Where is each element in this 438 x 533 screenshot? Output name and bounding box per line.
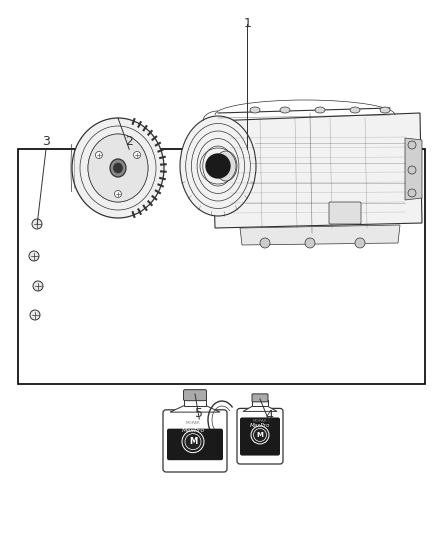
Bar bbox=[184, 399, 206, 406]
Text: M: M bbox=[189, 437, 197, 446]
Circle shape bbox=[32, 219, 42, 229]
Text: MaxPro: MaxPro bbox=[181, 427, 205, 433]
Circle shape bbox=[408, 141, 416, 149]
Circle shape bbox=[114, 190, 121, 198]
Text: MaxPro: MaxPro bbox=[250, 423, 270, 428]
Ellipse shape bbox=[72, 118, 164, 218]
Text: M: M bbox=[257, 432, 263, 438]
Circle shape bbox=[260, 238, 270, 248]
Circle shape bbox=[305, 238, 315, 248]
Circle shape bbox=[206, 154, 230, 178]
Ellipse shape bbox=[215, 151, 237, 181]
Text: 2: 2 bbox=[125, 135, 133, 148]
Circle shape bbox=[30, 310, 40, 320]
Circle shape bbox=[251, 426, 269, 444]
Circle shape bbox=[33, 281, 43, 291]
Text: MOPAR: MOPAR bbox=[253, 419, 267, 423]
Bar bbox=[18, 149, 425, 384]
Circle shape bbox=[95, 151, 102, 158]
Circle shape bbox=[355, 238, 365, 248]
Ellipse shape bbox=[380, 107, 390, 113]
FancyBboxPatch shape bbox=[329, 202, 361, 224]
Circle shape bbox=[408, 166, 416, 174]
Polygon shape bbox=[243, 407, 277, 411]
Circle shape bbox=[29, 251, 39, 261]
Ellipse shape bbox=[110, 159, 126, 177]
Circle shape bbox=[182, 431, 204, 453]
Circle shape bbox=[408, 189, 416, 197]
Polygon shape bbox=[240, 225, 400, 245]
Ellipse shape bbox=[88, 134, 148, 202]
FancyBboxPatch shape bbox=[163, 410, 227, 472]
Ellipse shape bbox=[250, 107, 260, 113]
Ellipse shape bbox=[350, 107, 360, 113]
Polygon shape bbox=[212, 113, 422, 228]
Circle shape bbox=[134, 151, 141, 158]
Ellipse shape bbox=[113, 163, 123, 173]
Text: 4: 4 bbox=[265, 409, 273, 422]
FancyBboxPatch shape bbox=[184, 390, 206, 401]
Bar bbox=[252, 400, 268, 407]
FancyBboxPatch shape bbox=[252, 394, 268, 402]
Polygon shape bbox=[170, 406, 220, 412]
Text: 3: 3 bbox=[42, 135, 50, 148]
FancyBboxPatch shape bbox=[237, 408, 283, 464]
FancyBboxPatch shape bbox=[167, 429, 223, 460]
Polygon shape bbox=[405, 138, 422, 200]
Text: 5: 5 bbox=[195, 407, 203, 419]
Ellipse shape bbox=[280, 107, 290, 113]
Text: MOPAR: MOPAR bbox=[186, 421, 200, 425]
Ellipse shape bbox=[315, 107, 325, 113]
Text: 1: 1 bbox=[244, 18, 251, 30]
Ellipse shape bbox=[180, 116, 256, 216]
FancyBboxPatch shape bbox=[240, 417, 280, 456]
